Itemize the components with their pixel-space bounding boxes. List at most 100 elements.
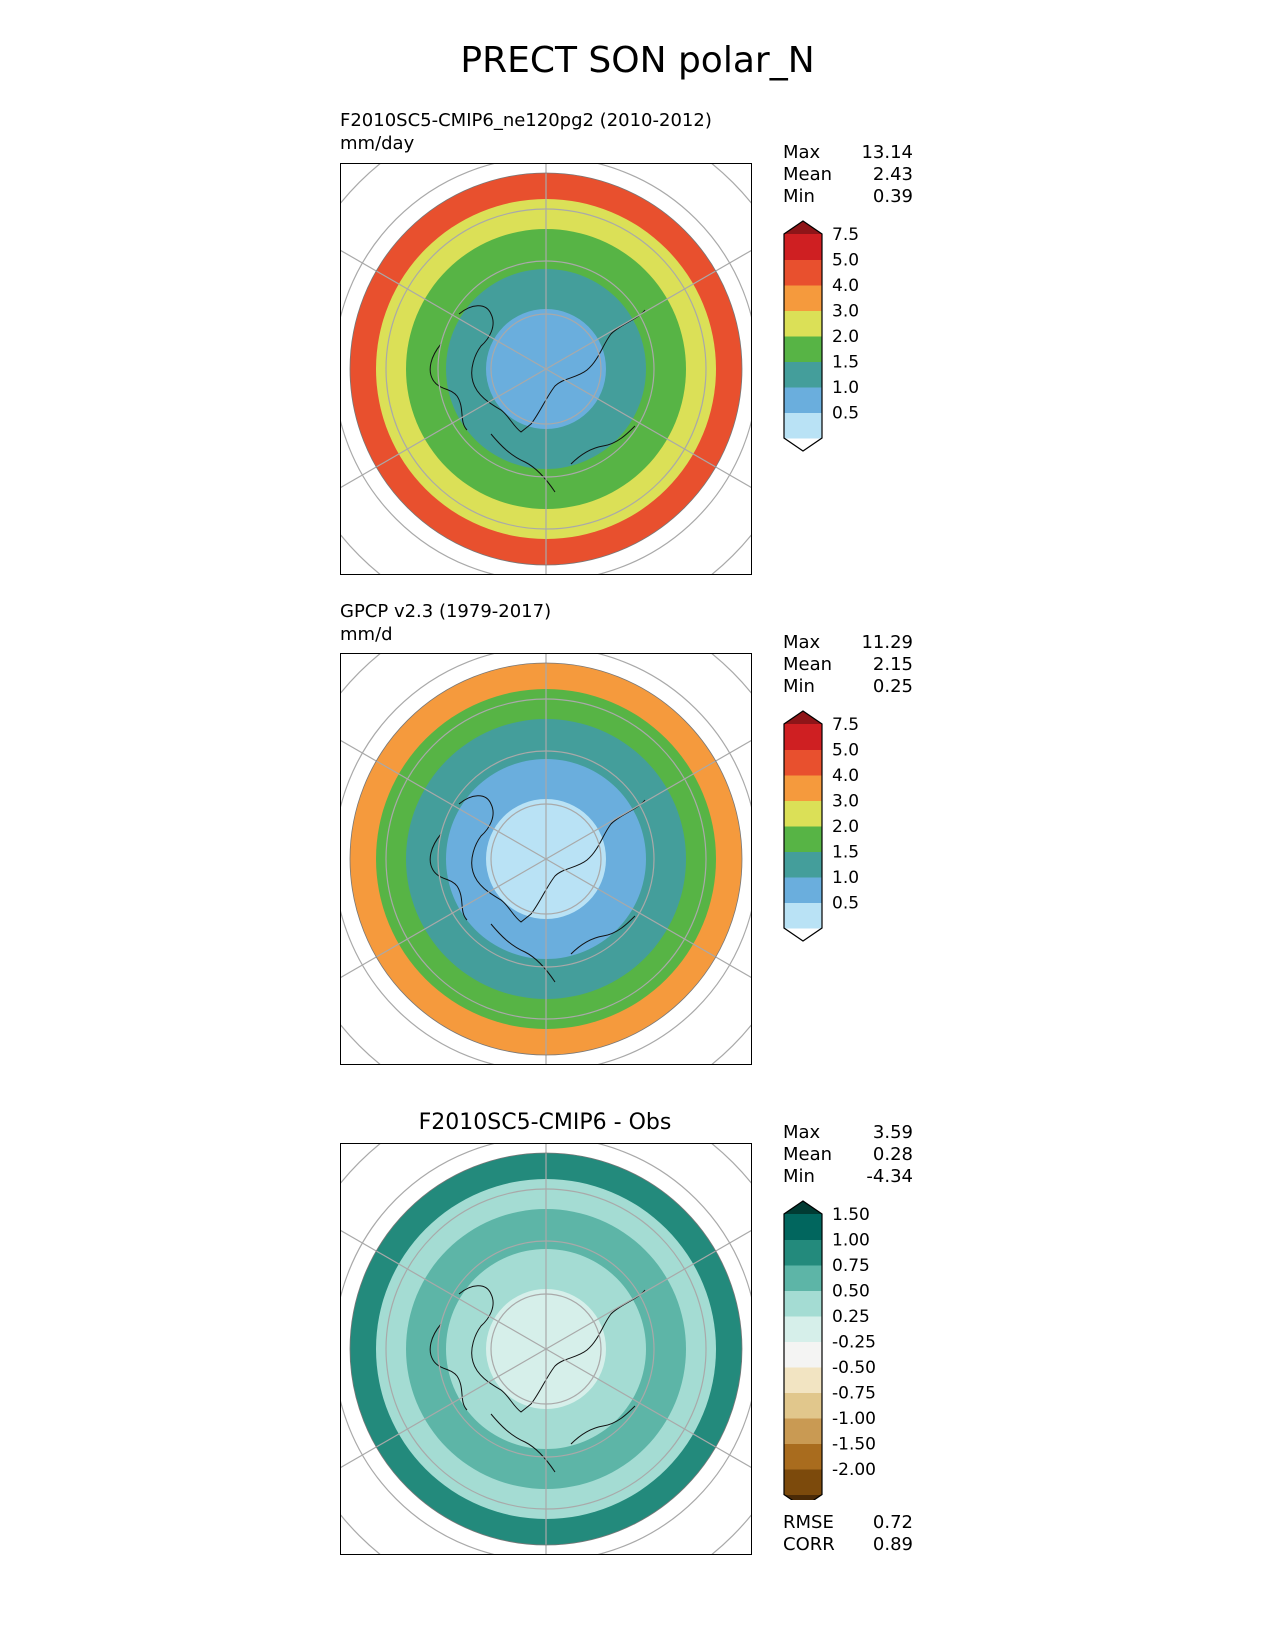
colorbar-outline bbox=[783, 710, 823, 942]
stat-max-label: Max bbox=[783, 632, 821, 653]
colorbar-extend-bottom bbox=[784, 438, 822, 451]
panel3-title: F2010SC5-CMIP6 - Obs bbox=[418, 1110, 672, 1135]
meridian-line bbox=[545, 1348, 751, 1469]
stat-max-value: 3.59 bbox=[872, 1122, 913, 1143]
meridian-line bbox=[545, 368, 751, 489]
stat-min-value: 0.39 bbox=[872, 186, 913, 207]
colorbar-tick-label: 7.5 bbox=[832, 225, 859, 245]
colorbar-segment bbox=[784, 412, 822, 439]
stat-mean-label: Mean bbox=[783, 1144, 833, 1165]
colorbar-outline bbox=[783, 1200, 823, 1500]
colorbar-tick-label: 5.0 bbox=[832, 251, 859, 271]
colorbar-segment bbox=[784, 724, 822, 750]
colorbar-segment bbox=[784, 902, 822, 929]
panel1-stats: Max 13.14 Mean 2.43 Min 0.39 bbox=[783, 142, 913, 208]
colorbar-tick-label: -1.50 bbox=[832, 1435, 876, 1455]
panel1-units: mm/day bbox=[340, 133, 415, 154]
colorbar-segment bbox=[784, 285, 822, 311]
stat-mean-label: Mean bbox=[783, 654, 833, 675]
domain-boundary bbox=[349, 662, 743, 1056]
colorbar-tick-label: 5.0 bbox=[832, 741, 859, 761]
colorbar-tick-label: 1.5 bbox=[832, 353, 859, 373]
colorbar-segment bbox=[784, 1214, 822, 1240]
colorbar-extend-top bbox=[784, 221, 822, 234]
colorbar-tick-label: 1.0 bbox=[832, 868, 859, 888]
colorbar-segment bbox=[784, 826, 822, 852]
colorbar-segment bbox=[784, 1239, 822, 1266]
colorbar-segment bbox=[784, 1265, 822, 1291]
panel2-stats: Max 11.29 Mean 2.15 Min 0.25 bbox=[783, 632, 913, 698]
stat-mean-value: 0.28 bbox=[872, 1144, 913, 1165]
colorbar-segment bbox=[784, 259, 822, 286]
colorbar-extend-bottom bbox=[784, 928, 822, 941]
colorbar-tick-label: 1.0 bbox=[832, 378, 859, 398]
stat-max-value: 13.14 bbox=[861, 142, 913, 163]
colorbar-segment bbox=[784, 387, 822, 413]
stat-mean-value: 2.43 bbox=[872, 164, 913, 185]
meridian-line bbox=[545, 739, 751, 860]
colorbar-segment bbox=[784, 877, 822, 903]
panel1-map bbox=[340, 163, 752, 575]
colorbar-extend-bottom bbox=[784, 1494, 822, 1500]
stat-min-value: -4.34 bbox=[866, 1166, 913, 1187]
stat-max-label: Max bbox=[783, 1122, 821, 1143]
rmse-label: RMSE bbox=[783, 1512, 834, 1533]
meridian-line bbox=[341, 368, 547, 489]
rmse-value: 0.72 bbox=[872, 1512, 913, 1533]
colorbar-segment bbox=[784, 775, 822, 801]
stat-max-label: Max bbox=[783, 142, 821, 163]
colorbar-segment bbox=[784, 1469, 822, 1495]
colorbar-segment bbox=[784, 851, 822, 878]
colorbar-segment bbox=[784, 310, 822, 337]
meridian-line bbox=[341, 739, 547, 860]
meridian-line bbox=[341, 858, 547, 979]
coastline bbox=[429, 795, 646, 983]
colorbar-tick-label: 2.0 bbox=[832, 327, 859, 347]
stat-mean-value: 2.15 bbox=[872, 654, 913, 675]
colorbar-tick-label: -2.00 bbox=[832, 1460, 876, 1480]
colorbar-tick-label: 1.50 bbox=[832, 1205, 870, 1225]
colorbar-segment bbox=[784, 336, 822, 362]
colorbar-tick-label: 0.75 bbox=[832, 1256, 870, 1276]
domain-boundary bbox=[349, 1152, 743, 1546]
stat-min-label: Min bbox=[783, 676, 815, 697]
colorbar-segment bbox=[784, 1443, 822, 1470]
domain-boundary bbox=[349, 172, 743, 566]
stat-min-value: 0.25 bbox=[872, 676, 913, 697]
colorbar-outline bbox=[783, 220, 823, 452]
panel3-colorbar: -2.00 -1.50 -1.00 -0.75 -0.50 -0.25 0.25 0.50 0.… bbox=[783, 1200, 876, 1500]
meridian-line bbox=[545, 858, 751, 979]
panel2-title: GPCP v2.3 (1979-2017) bbox=[340, 601, 552, 622]
stat-max-value: 11.29 bbox=[861, 632, 913, 653]
colorbar-tick-label: 3.0 bbox=[832, 792, 859, 812]
colorbar-segment bbox=[784, 1418, 822, 1444]
corr-value: 0.89 bbox=[872, 1534, 913, 1555]
colorbar-segment bbox=[784, 1392, 822, 1419]
stat-min-label: Min bbox=[783, 1166, 815, 1187]
meridian-line bbox=[545, 1229, 751, 1350]
colorbar-tick-label: 2.0 bbox=[832, 817, 859, 837]
colorbar-tick-label: 0.25 bbox=[832, 1307, 870, 1327]
main-title: PRECT SON polar_N bbox=[460, 40, 815, 81]
colorbar-segment bbox=[784, 1367, 822, 1393]
colorbar-extend-top bbox=[784, 1201, 822, 1214]
corr-label: CORR bbox=[783, 1534, 835, 1555]
panel1-colorbar: 0.51.01.52.03.04.05.07.510.0 bbox=[783, 220, 859, 452]
coastline bbox=[429, 1285, 646, 1473]
panel1-title: F2010SC5-CMIP6_ne120pg2 (2010-2012) bbox=[340, 110, 712, 131]
colorbar-tick-label: 0.5 bbox=[832, 404, 859, 424]
panel2-colorbar: 0.51.01.52.03.04.05.07.510.0 bbox=[783, 710, 859, 942]
colorbar-tick-label: 0.5 bbox=[832, 894, 859, 914]
panel3-metrics: RMSE 0.72 CORR 0.89 bbox=[783, 1512, 913, 1556]
colorbar-tick-label: -0.50 bbox=[832, 1358, 876, 1378]
colorbar-segment bbox=[784, 1290, 822, 1317]
colorbar-tick-label: -0.25 bbox=[832, 1333, 876, 1353]
meridian-line bbox=[341, 1229, 547, 1350]
colorbar-segment bbox=[784, 749, 822, 776]
meridian-line bbox=[341, 249, 547, 370]
panel3-map bbox=[340, 1143, 752, 1555]
colorbar-tick-label: 7.5 bbox=[832, 715, 859, 735]
meridian-line bbox=[545, 249, 751, 370]
stat-min-label: Min bbox=[783, 186, 815, 207]
coastline bbox=[429, 305, 646, 493]
